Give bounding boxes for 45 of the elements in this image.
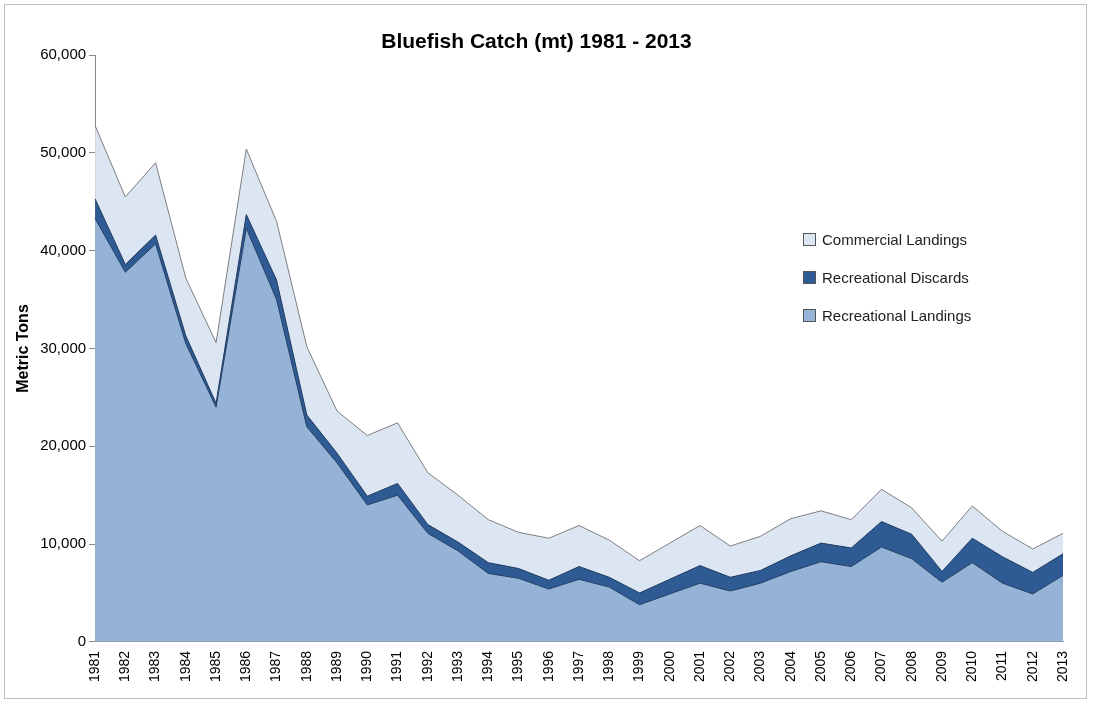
- x-tick-label: 1989: [327, 650, 344, 683]
- x-tick-label: 2013: [1053, 650, 1070, 683]
- x-tick-label: 2005: [811, 650, 828, 683]
- x-tick-label: 2003: [751, 650, 768, 683]
- x-tick-label: 2011: [993, 650, 1010, 681]
- x-tick-label: 1996: [539, 650, 556, 683]
- x-tick-label: 1983: [146, 650, 163, 683]
- x-tick-label: 1984: [176, 650, 193, 683]
- x-tick-label: 1990: [358, 650, 375, 683]
- y-tick-label: 20,000: [40, 436, 87, 454]
- x-tick-label: 2007: [872, 650, 889, 683]
- x-tick-label: 1985: [206, 650, 223, 683]
- x-tick-label: 1982: [116, 650, 133, 683]
- x-tick-label: 1997: [569, 650, 586, 683]
- y-tick-label: 0: [77, 632, 87, 649]
- y-tick-label: 30,000: [40, 338, 87, 356]
- x-tick-label: 2006: [842, 650, 859, 683]
- x-tick-label: 1986: [237, 650, 254, 683]
- legend-label: Commercial Landings: [822, 231, 968, 249]
- x-tick-label: 2004: [781, 650, 798, 683]
- x-tick-label: 2012: [1023, 650, 1040, 683]
- y-tick-label: 40,000: [40, 240, 87, 258]
- x-tick-label: 1994: [479, 650, 496, 683]
- x-tick-label: 1992: [418, 650, 435, 683]
- legend-label: Recreational Discards: [822, 269, 969, 287]
- x-tick-label: 1987: [267, 650, 284, 683]
- x-tick-label: 1981: [85, 650, 102, 683]
- y-axis-title: Metric Tons: [14, 304, 32, 393]
- x-tick-label: 1995: [509, 650, 526, 683]
- x-tick-label: 1991: [388, 650, 405, 683]
- y-tick-label: 10,000: [40, 534, 87, 552]
- x-tick-label: 1988: [297, 650, 314, 683]
- y-tick-label: 50,000: [40, 143, 87, 161]
- legend-label: Recreational Landings: [822, 307, 972, 325]
- chart-title: Bluefish Catch (mt) 1981 - 2013: [381, 29, 692, 53]
- x-tick-label: 2001: [690, 650, 707, 683]
- x-tick-label: 2002: [721, 650, 738, 683]
- x-tick-label: 1999: [630, 650, 647, 683]
- x-tick-label: 2010: [963, 650, 980, 683]
- x-tick-label: 2008: [902, 650, 919, 683]
- x-tick-label: 2000: [660, 650, 677, 683]
- y-tick-label: 60,000: [40, 45, 87, 63]
- x-tick-label: 2009: [932, 650, 949, 683]
- x-tick-label: 1998: [600, 650, 617, 683]
- x-tick-label: 1993: [448, 650, 465, 683]
